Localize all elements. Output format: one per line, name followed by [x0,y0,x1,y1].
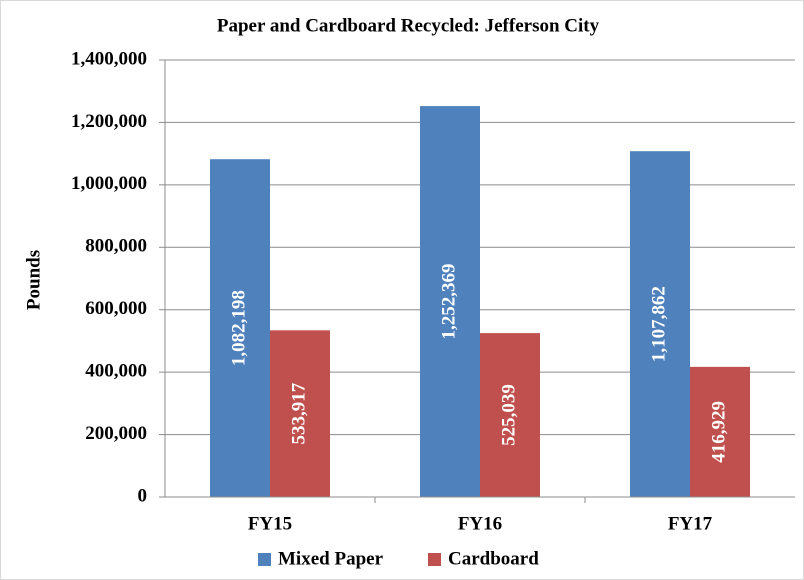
y-tick-label: 1,200,000 [71,111,147,132]
bar [690,366,750,497]
x-tick-label: FY15 [248,513,292,534]
legend-swatch [258,553,271,566]
y-axis-label: Pounds [23,250,44,310]
legend-swatch [428,553,441,566]
y-tick-label: 1,400,000 [71,48,147,69]
x-tick-label: FY16 [458,513,502,534]
value-label: 1,107,862 [648,286,669,362]
x-tick-label: FY17 [668,513,713,534]
y-tick-label: 800,000 [85,236,147,257]
value-label: 1,082,198 [228,290,249,366]
chart-title: Paper and Cardboard Recycled: Jefferson … [217,15,600,36]
legend-label: Cardboard [448,548,539,569]
y-tick-label: 600,000 [85,298,147,319]
value-label: 416,929 [708,401,729,463]
bar [630,151,690,498]
bar [420,106,480,497]
bar [480,333,540,497]
y-tick-label: 1,000,000 [71,173,147,194]
bar [210,159,270,497]
value-label: 533,917 [288,382,309,444]
legend-label: Mixed Paper [278,548,384,569]
y-tick-label: 0 [138,485,148,506]
y-tick-label: 200,000 [85,423,147,444]
value-label: 525,039 [498,384,519,446]
y-tick-label: 400,000 [85,361,147,382]
bar [270,330,330,497]
value-label: 1,252,369 [438,264,459,340]
